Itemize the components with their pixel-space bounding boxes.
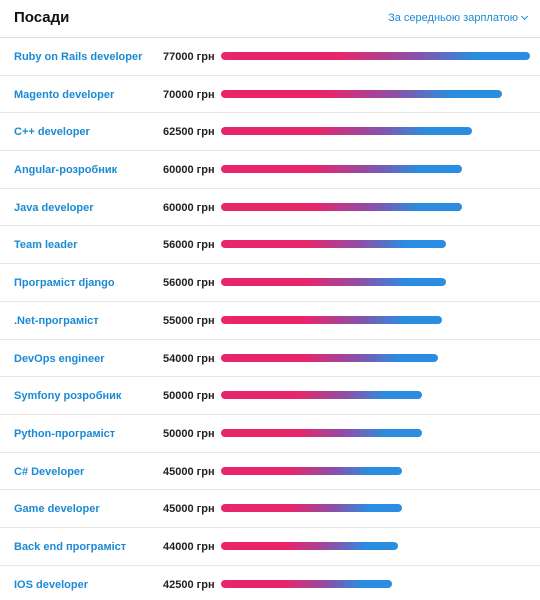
salary-bar [221,504,402,513]
salary-bar [221,165,462,174]
salary-bar [221,466,402,475]
page-title: Посади [14,9,70,26]
salary-value: 62500 грн [163,126,215,139]
salary-value: 77000 грн [163,51,215,63]
salary-bar [221,428,422,437]
table-row: C# Developer 45000 грн [0,453,540,491]
table-row: Back end програміст 44000 грн [0,528,540,566]
position-link[interactable]: C++ developer [14,126,90,139]
salary-bar [221,391,422,400]
salary-bar [221,353,438,362]
table-row: IOS developer 42500 грн [0,566,540,600]
salary-bar [221,202,462,211]
salary-value: 42500 грн [163,578,215,591]
salary-bar [221,278,446,287]
position-link[interactable]: Програміст django [14,277,115,290]
position-link[interactable]: IOS developer [14,578,88,591]
header: Посади За середньою зарплатою [0,0,540,38]
sort-label: За середньою зарплатою [388,12,518,24]
position-link[interactable]: Magento developer [14,88,115,101]
salary-bar [221,127,472,136]
position-link[interactable]: .Net-програміст [14,314,99,327]
table-row: Програміст django 56000 грн [0,264,540,302]
table-row: C++ developer 62500 грн [0,113,540,152]
salary-value: 56000 грн [163,239,215,252]
position-link[interactable]: Symfony розробник [14,390,122,403]
salary-value: 45000 грн [163,465,215,478]
position-link[interactable]: Back end програміст [14,540,127,553]
position-link[interactable]: Team leader [14,239,78,252]
position-link[interactable]: Java developer [14,201,94,214]
salary-chart: Ruby on Rails developer 77000 грн Magento … [0,38,540,600]
salary-value: 50000 грн [163,427,215,440]
table-row: Ruby on Rails developer 77000 грн [0,38,540,76]
salary-bar [221,579,392,588]
salary-bar [221,240,446,249]
table-row: Python-програміст 50000 грн [0,415,540,453]
salary-bar [221,315,442,324]
position-link[interactable]: C# Developer [14,465,85,478]
salary-value: 60000 грн [163,201,215,214]
position-link[interactable]: DevOps engineer [14,352,105,365]
position-link[interactable]: Game developer [14,503,100,516]
chevron-down-icon [520,12,529,21]
salary-value: 50000 грн [163,390,215,403]
table-row: .Net-програміст 55000 грн [0,302,540,340]
table-row: Game developer 45000 грн [0,490,540,528]
table-row: Java developer 60000 грн [0,189,540,227]
salary-value: 44000 грн [163,540,215,553]
sort-dropdown[interactable]: За середньою зарплатою [388,12,529,24]
salary-bar [221,89,502,98]
salary-bar [221,541,398,550]
salary-value: 56000 грн [163,277,215,290]
salary-value: 70000 грн [163,88,215,101]
salary-value: 54000 грн [163,352,215,365]
salary-value: 45000 грн [163,503,215,516]
position-link[interactable]: Angular-розробник [14,164,118,177]
salary-value: 60000 грн [163,164,215,177]
salary-value: 55000 грн [163,314,215,327]
table-row: Team leader 56000 грн [0,226,540,265]
table-row: DevOps engineer 54000 грн [0,340,540,378]
table-row: Angular-розробник 60000 грн [0,151,540,189]
position-link[interactable]: Python-програміст [14,427,116,440]
table-row: Symfony розробник 50000 грн [0,377,540,415]
salary-bar [221,52,530,60]
table-row: Magento developer 70000 грн [0,76,540,114]
position-link[interactable]: Ruby on Rails developer [14,51,143,63]
